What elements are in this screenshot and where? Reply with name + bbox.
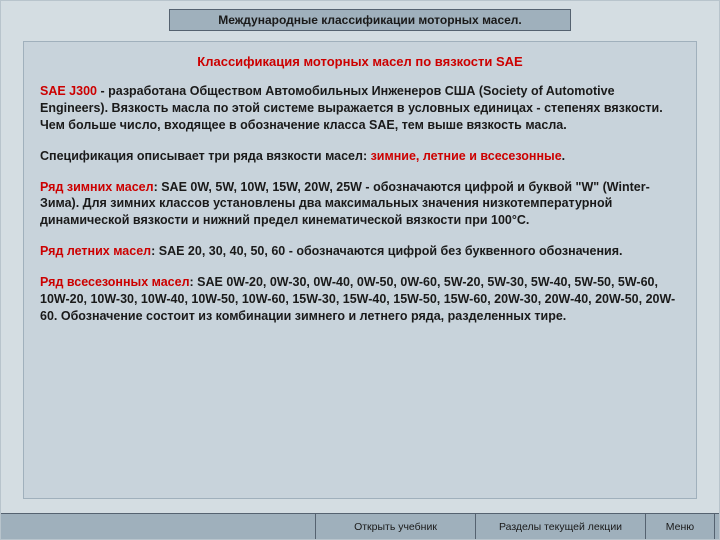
text-p2-red: зимние, летние и всесезонные — [371, 149, 562, 163]
content-title: Классификация моторных масел по вязкости… — [40, 54, 680, 69]
paragraph-allseason: Ряд всесезонных масел: SAE 0W-20, 0W-30,… — [40, 274, 680, 325]
header-title: Международные классификации моторных мас… — [218, 13, 522, 27]
text-p2b: . — [562, 149, 565, 163]
paragraph-winter: Ряд зимних масел: SAE 0W, 5W, 10W, 15W, … — [40, 179, 680, 230]
paragraph-summer: Ряд летних масел: SAE 20, 30, 40, 50, 60… — [40, 243, 680, 260]
lead-summer: Ряд летних масел — [40, 244, 151, 258]
text-p1: - разработана Обществом Автомобильных Ин… — [40, 84, 663, 132]
lead-sae-j300: SAE J300 — [40, 84, 97, 98]
open-textbook-button[interactable]: Открыть учебник — [315, 513, 475, 539]
open-textbook-label: Открыть учебник — [354, 521, 437, 533]
sections-button[interactable]: Разделы текущей лекции — [475, 513, 645, 539]
menu-button[interactable]: Меню — [645, 513, 715, 539]
text-p4: : SAE 20, 30, 40, 50, 60 - обозначаются … — [151, 244, 622, 258]
lead-winter: Ряд зимних масел — [40, 180, 154, 194]
footer-bar: Открыть учебник Разделы текущей лекции М… — [1, 513, 719, 539]
content-panel: Классификация моторных масел по вязкости… — [23, 41, 697, 499]
paragraph-three-rows: Спецификация описывает три ряда вязкости… — [40, 148, 680, 165]
sections-label: Разделы текущей лекции — [499, 521, 622, 533]
header-bar: Международные классификации моторных мас… — [169, 9, 571, 31]
lead-allseason: Ряд всесезонных масел — [40, 275, 190, 289]
text-p2a: Спецификация описывает три ряда вязкости… — [40, 149, 371, 163]
paragraph-sae-j300: SAE J300 - разработана Обществом Автомоб… — [40, 83, 680, 134]
menu-label: Меню — [666, 521, 694, 533]
